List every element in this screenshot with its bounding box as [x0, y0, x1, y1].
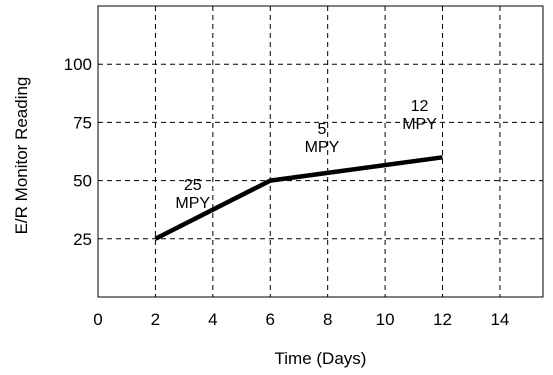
annotation-line: MPY [175, 195, 210, 212]
grid-layer [98, 6, 543, 297]
x-axis-label: Time (Days) [275, 349, 367, 368]
annotation-line: 25 [184, 177, 202, 194]
x-tick-label: 4 [208, 310, 217, 329]
x-tick-label: 10 [376, 310, 395, 329]
annotation-line: MPY [305, 139, 340, 156]
y-axis-ticks: 25 50 75 100 [64, 55, 92, 249]
data-line [154, 155, 443, 241]
x-axis-ticks: 0 2 4 6 8 10 12 14 [93, 310, 509, 329]
x-tick-label: 14 [490, 310, 509, 329]
y-axis-label: E/R Monitor Reading [12, 77, 31, 235]
annotation-line: 5 [317, 121, 326, 138]
plot-frame [97, 5, 544, 298]
y-tick-label: 25 [73, 230, 92, 249]
y-tick-label: 75 [73, 113, 92, 132]
y-tick-label: 50 [73, 172, 92, 191]
x-tick-label: 6 [266, 310, 275, 329]
series-layer [154, 155, 443, 241]
x-tick-label: 12 [433, 310, 452, 329]
y-tick-label: 100 [64, 55, 92, 74]
annotation-label: 12 MPY [402, 98, 437, 133]
annotation-label: 5 MPY [305, 121, 340, 156]
annotation-line: MPY [402, 116, 437, 133]
x-tick-label: 2 [151, 310, 160, 329]
x-tick-label: 0 [93, 310, 102, 329]
annotation-line: 12 [411, 98, 429, 115]
annotation-label: 25 MPY [175, 177, 210, 212]
x-tick-label: 8 [323, 310, 332, 329]
